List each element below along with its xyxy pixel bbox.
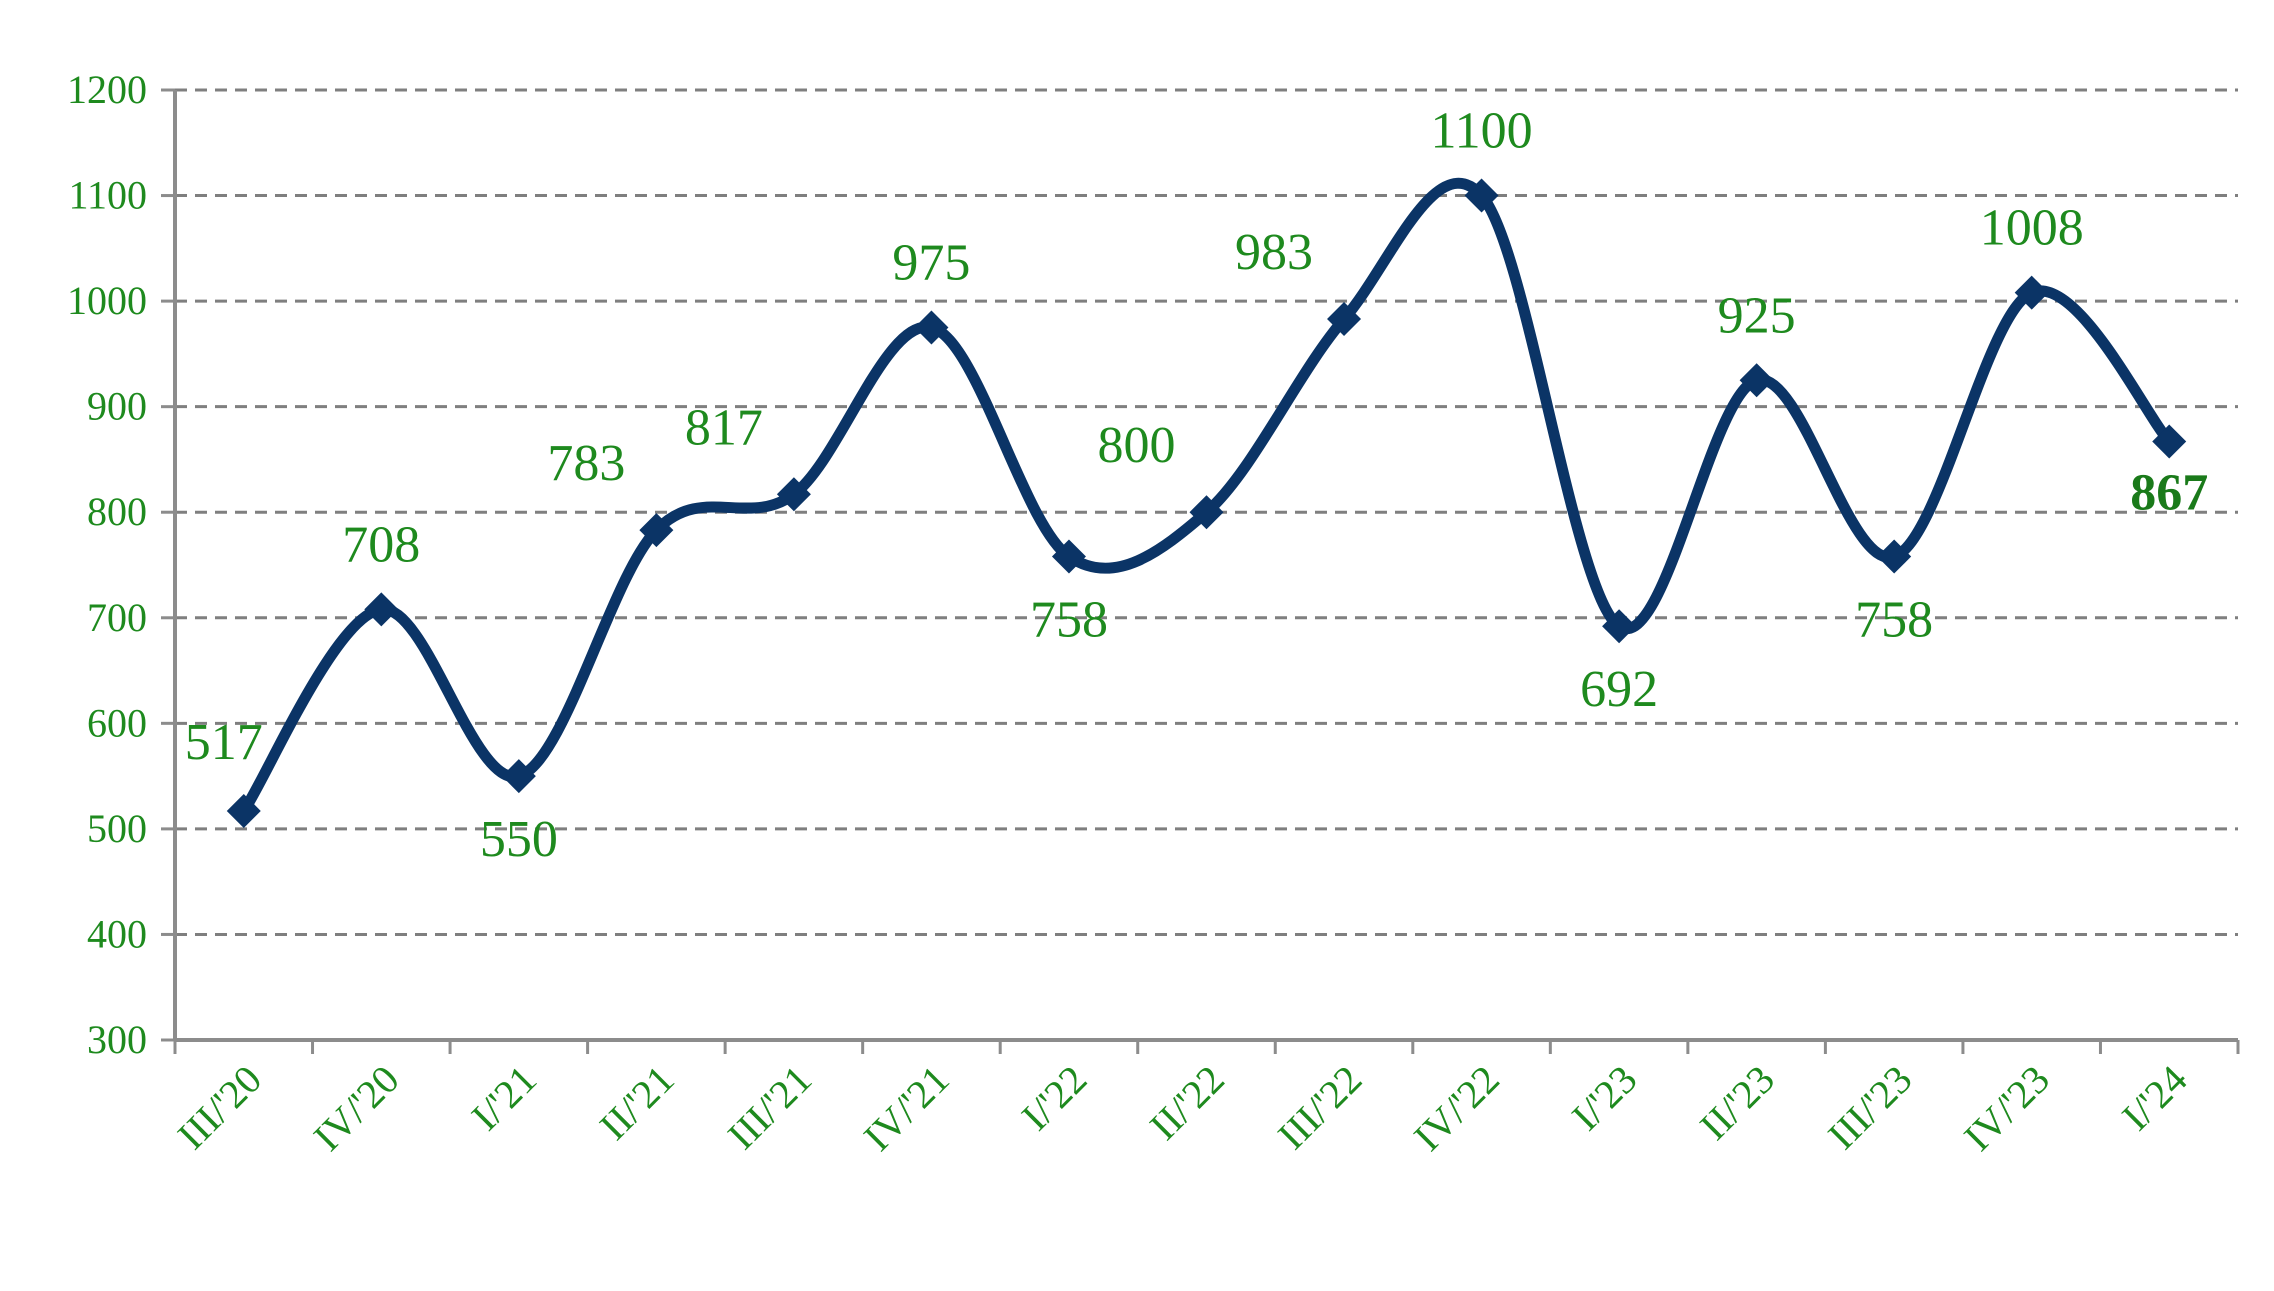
data-label: 692: [1580, 661, 1658, 718]
x-tick-label: III/'20: [169, 1057, 270, 1158]
x-tick-label: IV/'20: [305, 1057, 408, 1160]
data-point-marker: [776, 477, 811, 512]
x-tick-label: II/'23: [1691, 1057, 1783, 1149]
data-label: 800: [1098, 417, 1176, 474]
x-tick-label: I/'22: [1013, 1057, 1095, 1139]
data-label: 783: [547, 435, 625, 492]
x-tick-label: II/'22: [1141, 1057, 1233, 1149]
x-tick-label: III/'21: [719, 1057, 820, 1158]
y-tick-label: 1000: [67, 278, 147, 323]
series-line: [238, 177, 2175, 817]
data-label: 867: [2130, 465, 2208, 522]
data-label: 983: [1235, 224, 1313, 281]
x-tick-label: I/'24: [2113, 1057, 2195, 1139]
data-point-marker: [1189, 495, 1224, 530]
x-tick-label: IV/'23: [1955, 1057, 2058, 1160]
data-point-marker: [639, 513, 674, 548]
x-tick-label: III/'22: [1269, 1057, 1370, 1158]
y-tick-label: 500: [87, 806, 147, 851]
x-tick-label: IV/'21: [855, 1057, 958, 1160]
x-tick-label: IV/'22: [1405, 1057, 1508, 1160]
data-point-marker: [226, 793, 261, 828]
data-label: 550: [480, 811, 558, 868]
data-point-marker: [501, 759, 536, 794]
data-label: 517: [185, 714, 263, 771]
x-tick-label: III/'23: [1819, 1057, 1920, 1158]
y-tick-label: 900: [87, 384, 147, 429]
data-point-marker: [2152, 424, 2187, 459]
data-point-marker: [1051, 539, 1086, 574]
y-tick-label: 1200: [67, 67, 147, 112]
data-point-marker: [914, 310, 949, 345]
data-label: 975: [892, 235, 970, 292]
data-label: 817: [685, 399, 763, 456]
data-point-marker: [1327, 302, 1362, 337]
y-tick-label: 300: [87, 1017, 147, 1062]
data-label: 925: [1718, 287, 1796, 344]
y-tick-label: 1100: [68, 173, 147, 218]
data-label: 708: [342, 516, 420, 573]
data-label: 1008: [1980, 200, 2084, 257]
y-tick-label: 700: [87, 595, 147, 640]
data-point-marker: [1464, 178, 1499, 213]
data-point-marker: [2014, 275, 2049, 310]
data-point-marker: [1877, 539, 1912, 574]
data-label: 758: [1030, 592, 1108, 649]
x-tick-label: II/'21: [591, 1057, 683, 1149]
y-tick-label: 400: [87, 911, 147, 956]
data-label: 758: [1855, 592, 1933, 649]
y-tick-label: 600: [87, 700, 147, 745]
x-tick-label: I/'23: [1563, 1057, 1645, 1139]
data-point-marker: [1602, 609, 1637, 644]
x-tick-label: I/'21: [463, 1057, 545, 1139]
y-tick-label: 800: [87, 489, 147, 534]
data-label: 1100: [1431, 103, 1533, 160]
data-point-marker: [364, 592, 399, 627]
data-point-marker: [1739, 363, 1774, 398]
